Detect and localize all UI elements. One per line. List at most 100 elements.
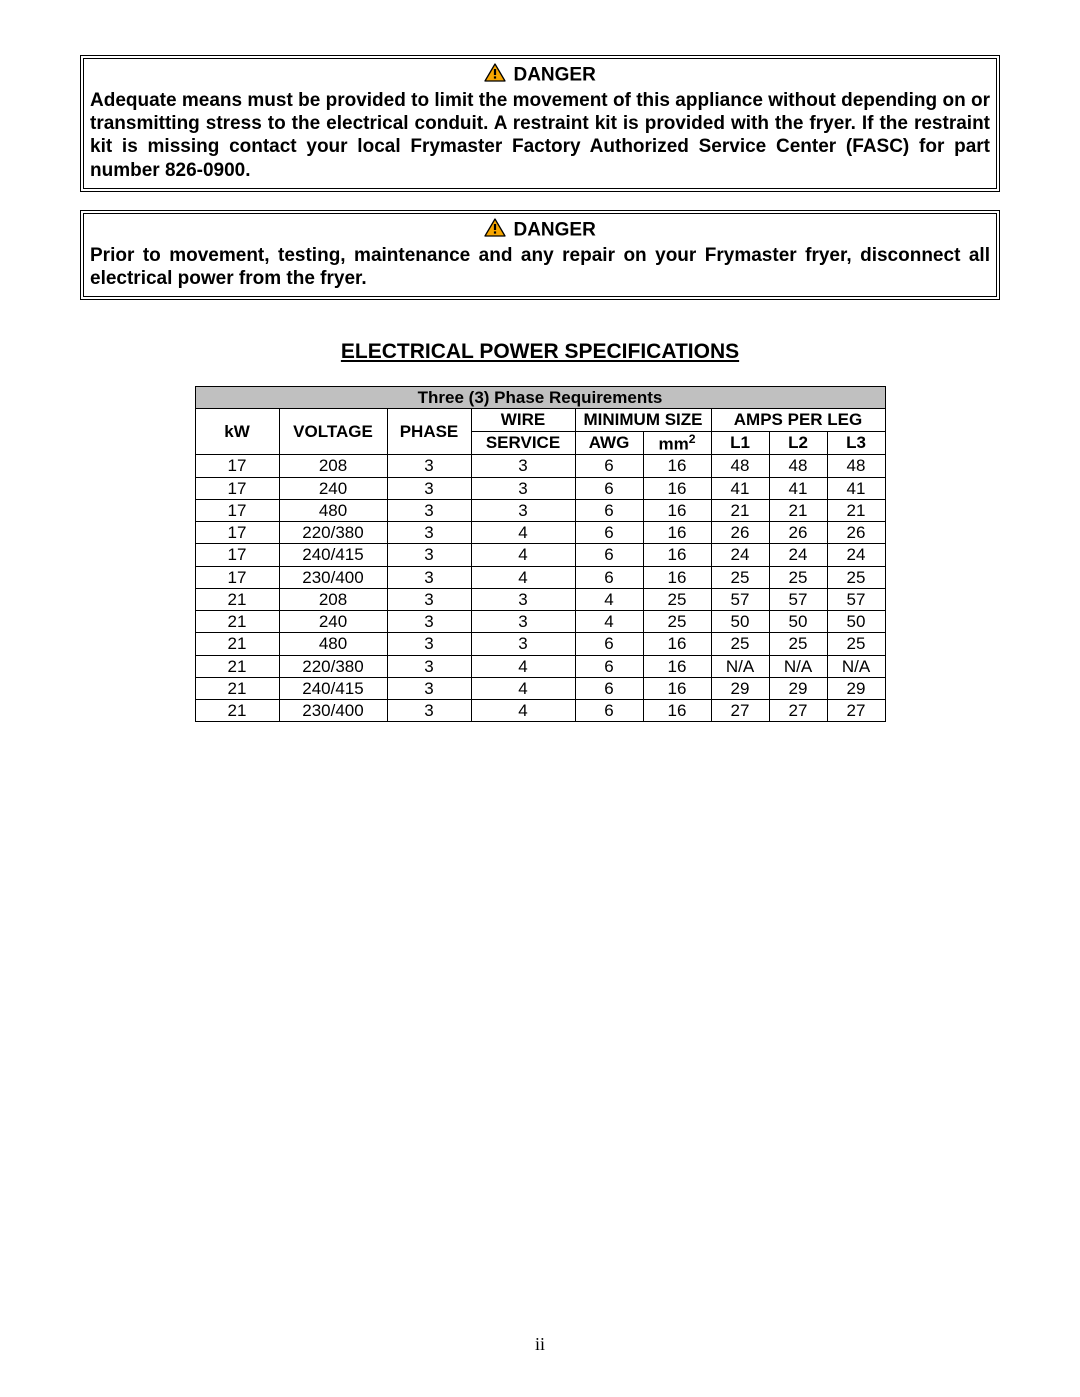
- table-cell: 4: [471, 677, 575, 699]
- table-title-row: Three (3) Phase Requirements: [195, 387, 885, 409]
- table-row: 21230/40034616272727: [195, 700, 885, 722]
- warning-icon: [484, 218, 506, 243]
- table-cell: 25: [769, 566, 827, 588]
- table-row: 2148033616252525: [195, 633, 885, 655]
- table-cell: 50: [711, 611, 769, 633]
- table-cell: 230/400: [279, 566, 387, 588]
- table-cell: 27: [769, 700, 827, 722]
- table-row: 1748033616212121: [195, 499, 885, 521]
- table-cell: 48: [827, 455, 885, 477]
- table-cell: 50: [827, 611, 885, 633]
- col-group-minsize: MINIMUM SIZE: [575, 409, 711, 431]
- col-service: SERVICE: [471, 431, 575, 455]
- danger-header-2: DANGER: [90, 218, 990, 243]
- table-cell: 21: [195, 588, 279, 610]
- table-cell: 208: [279, 588, 387, 610]
- table-cell: 21: [195, 611, 279, 633]
- table-cell: 26: [711, 522, 769, 544]
- table-cell: 16: [643, 655, 711, 677]
- table-row: 21220/38034616N/AN/AN/A: [195, 655, 885, 677]
- table-cell: 3: [387, 677, 471, 699]
- table-cell: 25: [769, 633, 827, 655]
- danger-box-2: DANGER Prior to movement, testing, maint…: [80, 210, 1000, 300]
- page-number: ii: [0, 1334, 1080, 1355]
- table-group-header-row: kW VOLTAGE PHASE WIRE MINIMUM SIZE AMPS …: [195, 409, 885, 431]
- table-cell: 25: [643, 588, 711, 610]
- table-cell: 21: [195, 655, 279, 677]
- table-cell: 240: [279, 611, 387, 633]
- danger-box-1: DANGER Adequate means must be provided t…: [80, 55, 1000, 192]
- table-cell: 6: [575, 522, 643, 544]
- danger-label-2: DANGER: [513, 219, 595, 240]
- table-cell: 6: [575, 655, 643, 677]
- table-cell: 16: [643, 566, 711, 588]
- danger-label-1: DANGER: [513, 65, 595, 86]
- table-cell: 3: [387, 522, 471, 544]
- table-cell: 25: [711, 633, 769, 655]
- table-cell: 24: [711, 544, 769, 566]
- col-awg: AWG: [575, 431, 643, 455]
- table-row: 1720833616484848: [195, 455, 885, 477]
- table-cell: 4: [471, 544, 575, 566]
- table-cell: 480: [279, 633, 387, 655]
- table-cell: N/A: [769, 655, 827, 677]
- table-cell: 17: [195, 477, 279, 499]
- table-cell: 25: [827, 633, 885, 655]
- table-cell: 16: [643, 522, 711, 544]
- table-cell: 25: [643, 611, 711, 633]
- table-cell: 3: [471, 477, 575, 499]
- table-cell: 50: [769, 611, 827, 633]
- col-mm2: mm2: [643, 431, 711, 455]
- col-mm2-label: mm: [658, 434, 688, 453]
- col-group-wire: WIRE: [471, 409, 575, 431]
- table-cell: 29: [769, 677, 827, 699]
- table-cell: 4: [575, 611, 643, 633]
- warning-icon: [484, 63, 506, 88]
- table-cell: 17: [195, 499, 279, 521]
- col-mm2-sup: 2: [689, 432, 696, 446]
- table-cell: 26: [827, 522, 885, 544]
- table-cell: N/A: [827, 655, 885, 677]
- table-cell: 4: [471, 566, 575, 588]
- table-cell: 3: [387, 633, 471, 655]
- table-cell: 17: [195, 522, 279, 544]
- table-cell: 21: [195, 633, 279, 655]
- spec-table-container: Three (3) Phase Requirements kW VOLTAGE …: [80, 386, 1000, 722]
- col-voltage: VOLTAGE: [279, 409, 387, 455]
- table-row: 2120833425575757: [195, 588, 885, 610]
- table-cell: 6: [575, 499, 643, 521]
- table-cell: 4: [471, 655, 575, 677]
- table-cell: 21: [195, 700, 279, 722]
- table-cell: 220/380: [279, 522, 387, 544]
- table-cell: 41: [769, 477, 827, 499]
- table-cell: 4: [575, 588, 643, 610]
- table-cell: 6: [575, 566, 643, 588]
- table-cell: 3: [387, 588, 471, 610]
- table-cell: 29: [827, 677, 885, 699]
- table-cell: 57: [711, 588, 769, 610]
- col-l2: L2: [769, 431, 827, 455]
- table-cell: 41: [827, 477, 885, 499]
- table-cell: 25: [827, 566, 885, 588]
- danger-text-1: Adequate means must be provided to limit…: [90, 89, 990, 182]
- table-cell: 21: [711, 499, 769, 521]
- table-cell: N/A: [711, 655, 769, 677]
- table-cell: 17: [195, 455, 279, 477]
- table-cell: 48: [769, 455, 827, 477]
- table-cell: 48: [711, 455, 769, 477]
- table-cell: 24: [827, 544, 885, 566]
- table-title: Three (3) Phase Requirements: [195, 387, 885, 409]
- table-cell: 27: [827, 700, 885, 722]
- table-row: 17220/38034616262626: [195, 522, 885, 544]
- table-row: 17230/40034616252525: [195, 566, 885, 588]
- table-cell: 240/415: [279, 544, 387, 566]
- table-cell: 3: [471, 455, 575, 477]
- table-cell: 6: [575, 455, 643, 477]
- table-cell: 16: [643, 499, 711, 521]
- table-cell: 21: [769, 499, 827, 521]
- table-cell: 16: [643, 455, 711, 477]
- col-l1: L1: [711, 431, 769, 455]
- table-cell: 4: [471, 522, 575, 544]
- table-cell: 3: [387, 499, 471, 521]
- table-cell: 16: [643, 544, 711, 566]
